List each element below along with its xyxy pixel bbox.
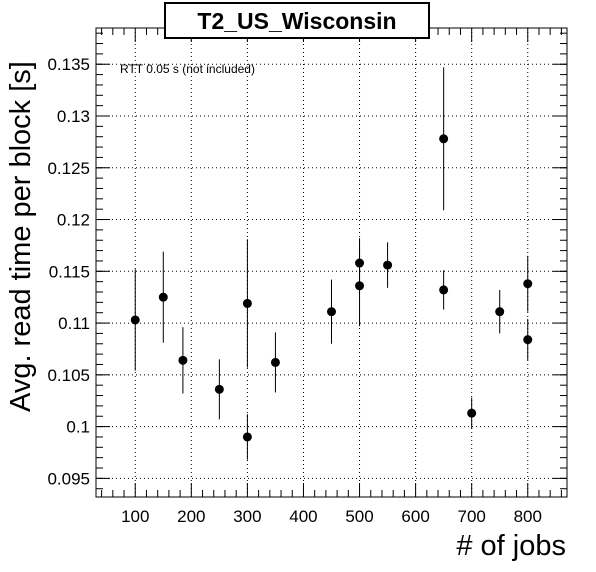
x-tick-label: 600: [401, 507, 429, 526]
data-point: [158, 292, 168, 302]
y-tick-label: 0.1: [66, 418, 90, 437]
y-axis-title: Avg. read time per block [s]: [5, 61, 37, 412]
x-tick-label: 400: [289, 507, 317, 526]
data-point: [439, 134, 449, 144]
y-tick-label: 0.11: [58, 314, 90, 333]
data-point: [383, 260, 393, 270]
y-tick-label: 0.095: [47, 469, 90, 488]
y-tick-label: 0.105: [47, 366, 90, 385]
data-point: [495, 307, 505, 317]
x-tick-label: 700: [457, 507, 485, 526]
x-tick-label: 500: [345, 507, 373, 526]
data-point: [327, 307, 336, 317]
y-tick-label: 0.135: [47, 55, 90, 74]
chart-title: T2_US_Wisconsin: [197, 8, 396, 34]
data-point: [242, 432, 252, 442]
data-point: [178, 355, 188, 365]
x-tick-label: 100: [121, 507, 149, 526]
data-points: [130, 67, 533, 460]
y-tick-labels: 0.095 0.1 0.105 0.11 0.115 0.12 0.125 0.13 0.135: [47, 55, 90, 488]
data-point: [270, 357, 280, 367]
data-point: [130, 315, 140, 325]
data-point: [523, 279, 533, 289]
x-tick-labels: 100 200 300 400 500 600 700 800: [121, 507, 542, 526]
grid-lines: [96, 28, 567, 497]
x-tick-label: 300: [233, 507, 261, 526]
rtt-annotation: RTT 0.05 s (not included): [120, 62, 255, 76]
x-tick-label: 200: [177, 507, 205, 526]
x-axis-title: # of jobs: [456, 530, 566, 562]
data-point: [214, 384, 224, 394]
title-box: T2_US_Wisconsin: [164, 2, 430, 39]
x-tick-label: 800: [514, 507, 542, 526]
data-point: [523, 335, 533, 345]
data-point: [242, 298, 252, 308]
y-tick-label: 0.125: [47, 159, 90, 178]
y-tick-label: 0.12: [57, 211, 90, 230]
data-point: [467, 408, 477, 418]
y-tick-label: 0.13: [57, 107, 90, 126]
data-point: [355, 258, 365, 268]
data-point: [439, 285, 449, 295]
y-tick-label: 0.115: [49, 262, 90, 281]
title-frame: [164, 2, 430, 39]
